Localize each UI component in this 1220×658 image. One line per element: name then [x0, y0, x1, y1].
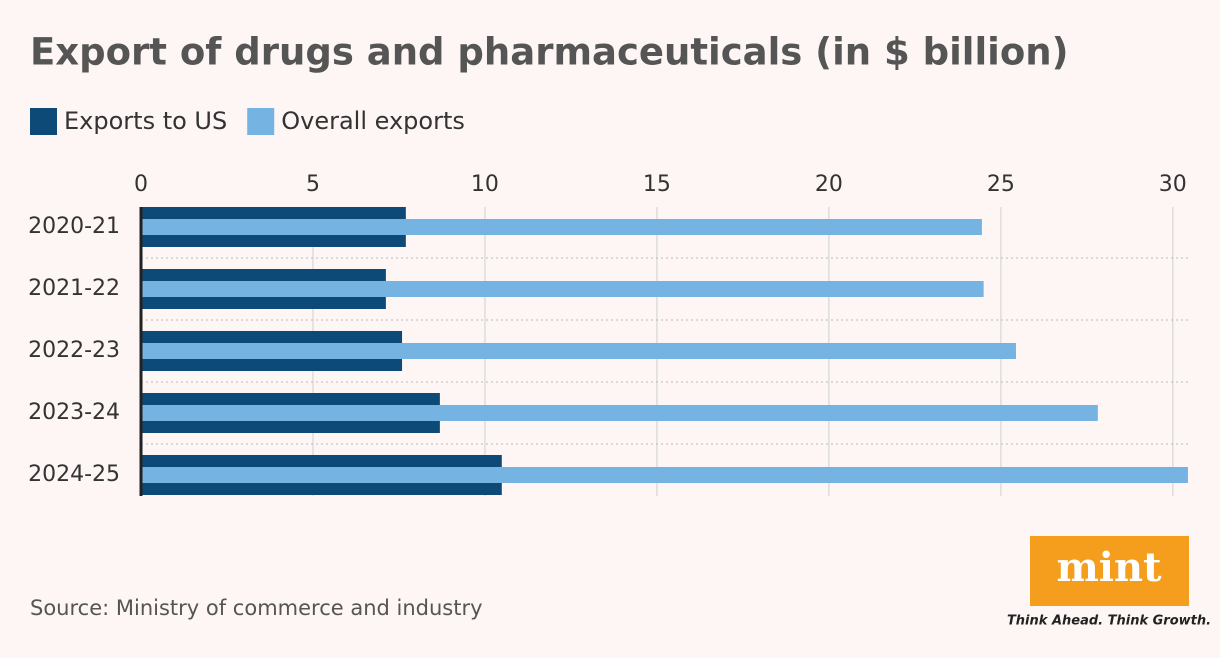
bar: [141, 467, 1188, 483]
logo-box: [1030, 536, 1189, 606]
bar: [141, 343, 1016, 359]
y-tick-label: 2024-25: [28, 462, 120, 487]
x-tick-label: 20: [815, 172, 843, 197]
source: Source: Ministry of commerce and industr…: [30, 596, 483, 620]
legend-label: Exports to US: [64, 107, 227, 135]
chart-title: Export of drugs and pharmaceuticals (in …: [30, 31, 1069, 74]
logo-tagline: Think Ahead. Think Growth.: [1007, 614, 1211, 629]
bar: [141, 281, 984, 297]
legend-swatch: [247, 108, 275, 135]
logo: mint: [1056, 544, 1162, 591]
x-tick-label: 0: [134, 172, 148, 197]
x-tick-label: 30: [1159, 172, 1187, 197]
legend-swatch: [30, 108, 57, 135]
bar: [141, 219, 982, 235]
y-tick-label: 2022-23: [28, 338, 120, 363]
y-tick-label: 2023-24: [28, 400, 120, 425]
x-tick-label: 10: [471, 172, 499, 197]
x-tick-label: 15: [643, 172, 671, 197]
x-tick-label: 25: [987, 172, 1015, 197]
x-tick-label: 5: [306, 172, 320, 197]
y-tick-label: 2020-21: [28, 214, 120, 239]
legend: Exports to US Overall exports: [30, 107, 465, 135]
bar: [141, 405, 1098, 421]
y-tick-label: 2021-22: [28, 276, 120, 301]
legend-label: Overall exports: [281, 107, 465, 135]
